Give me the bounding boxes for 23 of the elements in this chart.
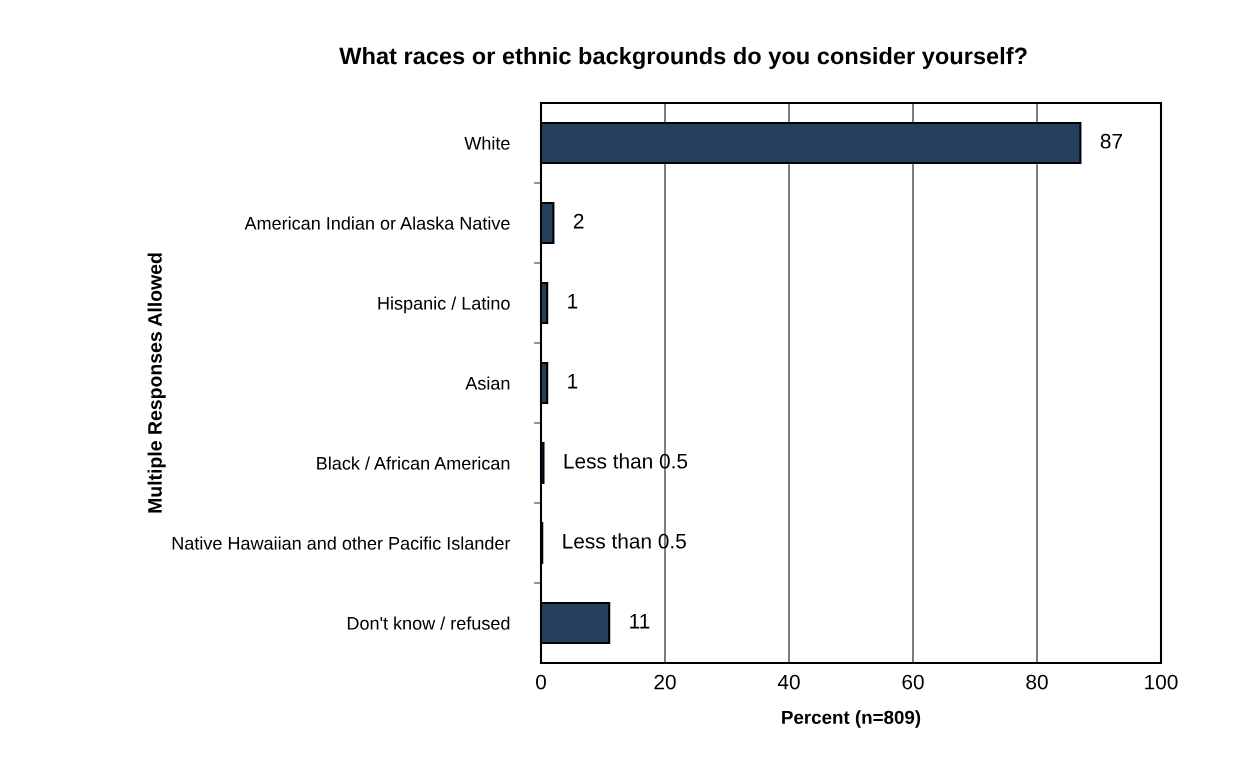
y-tick-label: Hispanic / Latino [378,296,510,314]
x-tick-label: 0 [536,674,546,690]
y-tick-label: White [464,136,510,150]
data-label: 11 [630,614,650,629]
x-tick-label: 40 [777,674,800,690]
data-label: 2 [573,213,584,229]
data-label: 1 [568,374,578,389]
chart-title: What races or ethnic backgrounds do you consider yourself? [339,47,1027,70]
x-axis-title: Percent (n=809) [782,710,921,728]
x-tick-label: 100 [1145,674,1178,690]
data-label: 1 [568,294,578,309]
y-tick-label: American Indian or Alaska Native [244,216,510,230]
data-label: Less than 0.5 [563,533,686,549]
y-tick-label: Black / African American [317,456,510,470]
x-tick-label: 80 [1026,674,1048,690]
y-tick-label: Asian [465,376,510,390]
y-tick-label: Don't know / refused [347,616,510,630]
y-axis-title: Multiple Responses Allowed [147,253,166,513]
y-tick-label: Native Hawaiian and other Pacific Islander [172,536,511,550]
x-tick-label: 60 [902,674,924,690]
data-label: Less than 0.5 [564,453,688,469]
x-tick-label: 20 [654,674,676,690]
data-label: 87 [1100,133,1122,149]
